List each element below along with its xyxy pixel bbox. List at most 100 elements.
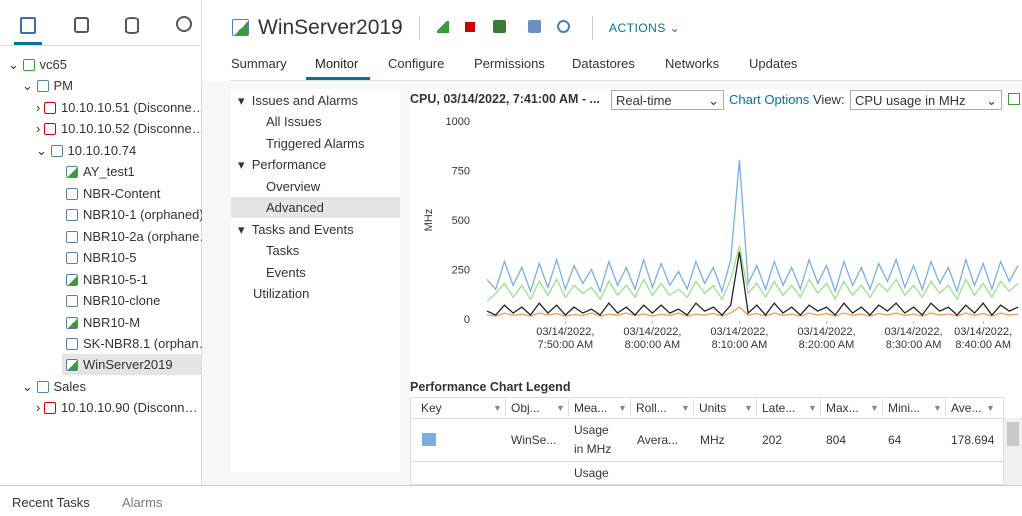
chart-title: CPU, 03/14/2022, 7:41:00 AM - ... bbox=[410, 92, 600, 106]
power-on[interactable] bbox=[437, 21, 449, 33]
tree-item[interactable]: ⌄ Sales bbox=[22, 379, 87, 394]
tree-item-selected[interactable]: WinServer2019 bbox=[62, 354, 201, 375]
tree-item[interactable]: NBR10-M bbox=[66, 312, 140, 333]
view-select[interactable]: CPU usage in MHz ⌄ bbox=[850, 90, 1002, 110]
series-line bbox=[486, 159, 1019, 294]
column-header: Mini... bbox=[888, 401, 921, 415]
filter-icon[interactable]: ▼ bbox=[870, 403, 879, 413]
nav-item-selected[interactable]: Advanced bbox=[231, 197, 400, 218]
tree-item[interactable]: ⌄ vc65 bbox=[8, 57, 67, 72]
nav-group[interactable]: ▾ Performance bbox=[238, 157, 327, 172]
vms-icon[interactable] bbox=[74, 17, 89, 33]
x-tick-label: 03/14/2022, 8:40:00 AM bbox=[954, 326, 1013, 351]
bottom-tab[interactable]: Recent Tasks bbox=[12, 495, 90, 510]
scrollbar[interactable] bbox=[1004, 418, 1022, 485]
nav-item[interactable]: Tasks bbox=[266, 243, 300, 258]
snapshot[interactable] bbox=[557, 20, 570, 33]
column-divider bbox=[945, 399, 946, 416]
tree-item[interactable]: › 10.10.10.52 (Disconne… bbox=[36, 121, 205, 136]
tab[interactable]: Permissions bbox=[474, 56, 545, 71]
tree-item[interactable]: NBR10-clone bbox=[66, 290, 160, 311]
cell: 64 bbox=[888, 433, 902, 447]
tree-item[interactable]: ⌄ 10.10.10.74 bbox=[36, 143, 137, 158]
tree-item[interactable]: NBR-Content bbox=[66, 183, 160, 204]
tree-item[interactable]: AY_test1 bbox=[66, 161, 135, 182]
nav-item[interactable]: Overview bbox=[266, 179, 321, 194]
filter-icon[interactable]: ▼ bbox=[986, 403, 995, 413]
series-line bbox=[486, 245, 1019, 302]
cell: Usage bbox=[574, 466, 609, 480]
y-tick-label: 500 bbox=[452, 215, 470, 227]
column-divider bbox=[568, 399, 569, 416]
cell: Avera... bbox=[637, 433, 679, 447]
nav-item[interactable]: Utilization bbox=[253, 286, 310, 301]
export-icon[interactable] bbox=[1008, 93, 1020, 105]
y-tick-label: 1000 bbox=[446, 116, 470, 128]
network-icon[interactable] bbox=[176, 16, 192, 32]
filter-icon[interactable]: ▼ bbox=[681, 403, 690, 413]
nav-item[interactable]: All Issues bbox=[266, 114, 322, 129]
series-line bbox=[486, 251, 1019, 317]
cell: 178.694 bbox=[951, 433, 995, 447]
monitor-nav bbox=[231, 89, 400, 472]
period-select[interactable]: Real-time ⌄ bbox=[611, 90, 724, 110]
filter-icon[interactable]: ▼ bbox=[556, 403, 565, 413]
chart-options-link[interactable]: Chart Options bbox=[729, 92, 810, 107]
view-label: View: bbox=[813, 92, 845, 107]
tree-item[interactable]: ⌄ PM bbox=[22, 78, 74, 93]
hosts-icon[interactable] bbox=[20, 17, 36, 34]
tab[interactable]: Datastores bbox=[572, 56, 635, 71]
power-off[interactable] bbox=[465, 22, 475, 32]
tab[interactable]: Configure bbox=[388, 56, 445, 71]
column-header: Units bbox=[699, 401, 727, 415]
tree-item[interactable]: › 10.10.10.51 (Disconne… bbox=[36, 100, 205, 115]
cell: Usage in MHz bbox=[574, 423, 612, 456]
tree-item[interactable]: NBR10-2a (orphane… bbox=[66, 226, 212, 247]
bottom-tab[interactable]: Alarms bbox=[122, 495, 163, 510]
storage-icon[interactable] bbox=[125, 17, 139, 34]
actions-menu[interactable]: ACTIONS ⌄ bbox=[609, 21, 681, 35]
column-divider bbox=[505, 399, 506, 416]
column-header: Late... bbox=[762, 401, 796, 415]
nav-group[interactable]: ▾ Tasks and Events bbox=[238, 222, 354, 237]
y-tick-label: 750 bbox=[452, 166, 470, 178]
chart-panel bbox=[410, 89, 1022, 485]
migrate[interactable] bbox=[528, 20, 541, 33]
tree-item[interactable]: SK-NBR8.1 (orphan… bbox=[66, 333, 212, 354]
filter-icon[interactable]: ▼ bbox=[744, 403, 753, 413]
console[interactable] bbox=[493, 20, 506, 33]
tree-item[interactable]: NBR10-5 bbox=[66, 247, 136, 268]
vm-icon bbox=[232, 19, 249, 36]
column-divider bbox=[630, 399, 631, 416]
column-header: Mea... bbox=[574, 401, 608, 415]
filter-icon[interactable]: ▼ bbox=[493, 403, 502, 413]
cell: MHz bbox=[700, 433, 725, 447]
tree-item[interactable]: NBR10-1 (orphaned) bbox=[66, 204, 204, 225]
x-tick-label: 03/14/2022, 8:30:00 AM bbox=[884, 326, 943, 351]
legend-table bbox=[410, 397, 1004, 485]
x-tick-label: 03/14/2022, 8:20:00 AM bbox=[797, 326, 856, 351]
nav-group[interactable]: ▾ Issues and Alarms bbox=[238, 93, 358, 108]
tree-item[interactable]: NBR10-5-1 bbox=[66, 269, 148, 290]
filter-icon[interactable]: ▼ bbox=[618, 403, 627, 413]
nav-item[interactable]: Triggered Alarms bbox=[266, 136, 365, 151]
tab-indicator bbox=[306, 77, 370, 80]
tab[interactable]: Networks bbox=[665, 56, 720, 71]
tab[interactable]: Summary bbox=[231, 56, 287, 71]
filter-icon[interactable]: ▼ bbox=[933, 403, 942, 413]
tab[interactable]: Updates bbox=[749, 56, 798, 71]
legend-swatch bbox=[422, 433, 436, 446]
chart: MHz 0 250 500 750 1000 bbox=[423, 116, 1019, 326]
page-title: WinServer2019 bbox=[258, 16, 403, 39]
column-header: Obj... bbox=[511, 401, 540, 415]
tab-active[interactable]: Monitor bbox=[315, 56, 359, 71]
tree-item[interactable]: › 10.10.10.90 (Disconn… bbox=[36, 400, 198, 415]
bottom-bar bbox=[0, 485, 1022, 516]
nav-item[interactable]: Events bbox=[266, 265, 306, 280]
divider bbox=[231, 80, 1022, 81]
divider bbox=[0, 45, 200, 46]
y-tick-label: 0 bbox=[464, 314, 470, 326]
separator bbox=[592, 16, 593, 40]
selected-indicator bbox=[14, 42, 42, 45]
filter-icon[interactable]: ▼ bbox=[808, 403, 817, 413]
